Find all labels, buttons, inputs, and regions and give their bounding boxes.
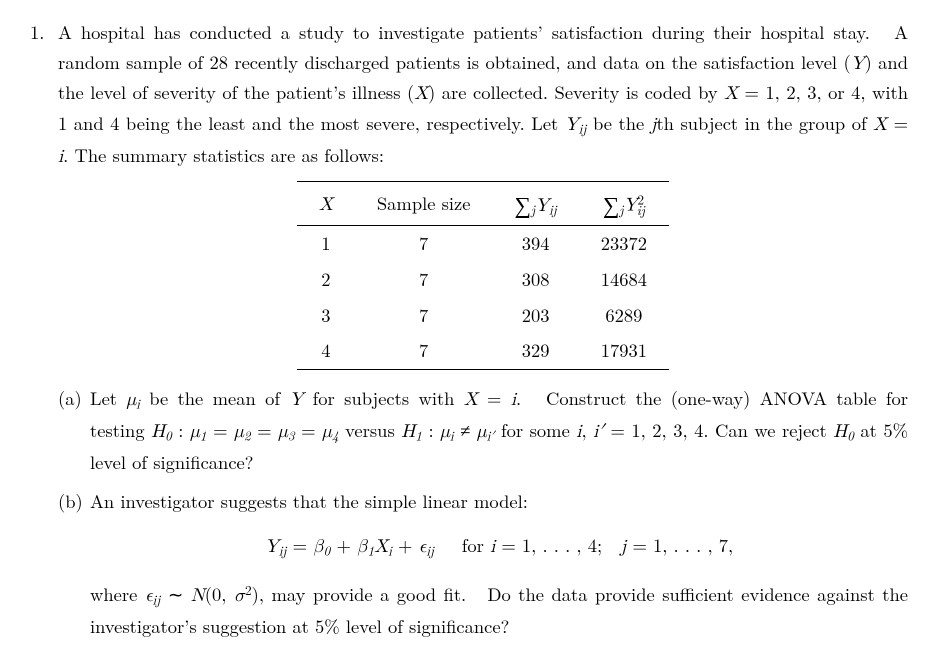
col-x: X [297, 182, 355, 226]
cell-sumY: 394 [493, 226, 579, 262]
problem-intro: A hospital has conducted a study to inve… [58, 18, 908, 171]
table-row: 2 7 308 14684 [297, 262, 669, 298]
cell-n: 7 [355, 262, 493, 298]
problem-1: 1. A hospital has conducted a study to i… [30, 18, 908, 642]
part-a: (a) Let μi be the mean of Y for subjects… [58, 384, 908, 478]
table-row: 1 7 394 23372 [297, 226, 669, 262]
cell-x: 2 [297, 262, 355, 298]
cell-sumY2: 6289 [579, 298, 669, 334]
table-row: 4 7 329 17931 [297, 333, 669, 369]
cell-x: 3 [297, 298, 355, 334]
table-header-row: X Sample size ∑jYij ∑jY2ij [297, 182, 669, 226]
col-sum-y: ∑jYij [493, 182, 579, 226]
summary-table: X Sample size ∑jYij ∑jY2ij 1 7 394 23372… [297, 181, 669, 369]
cell-sumY: 203 [493, 298, 579, 334]
part-b-label: (b) [58, 487, 90, 641]
col-n: Sample size [355, 182, 493, 226]
part-b-equation: Yij = β0 + β1Xi + ϵij for i = 1, . . . ,… [90, 531, 908, 563]
part-b: (b) An investigator suggests that the si… [58, 487, 908, 641]
table-body: 1 7 394 23372 2 7 308 14684 3 7 203 6289 [297, 226, 669, 369]
col-sum-y2: ∑jY2ij [579, 182, 669, 226]
part-b-intro: An investigator suggests that the simple… [90, 487, 908, 517]
cell-sumY2: 17931 [579, 333, 669, 369]
problem-body: A hospital has conducted a study to inve… [58, 18, 908, 642]
part-b-tail: where ϵij ∼ N(0, σ2), may provide a good… [90, 579, 908, 642]
part-a-label: (a) [58, 384, 90, 478]
problem-number: 1. [30, 18, 58, 642]
cell-sumY2: 23372 [579, 226, 669, 262]
table-row: 3 7 203 6289 [297, 298, 669, 334]
cell-x: 4 [297, 333, 355, 369]
cell-n: 7 [355, 333, 493, 369]
part-b-body: An investigator suggests that the simple… [90, 487, 908, 641]
cell-n: 7 [355, 298, 493, 334]
cell-sumY: 329 [493, 333, 579, 369]
cell-sumY2: 14684 [579, 262, 669, 298]
cell-x: 1 [297, 226, 355, 262]
cell-sumY: 308 [493, 262, 579, 298]
part-a-body: Let μi be the mean of Y for subjects wit… [90, 384, 908, 478]
cell-n: 7 [355, 226, 493, 262]
